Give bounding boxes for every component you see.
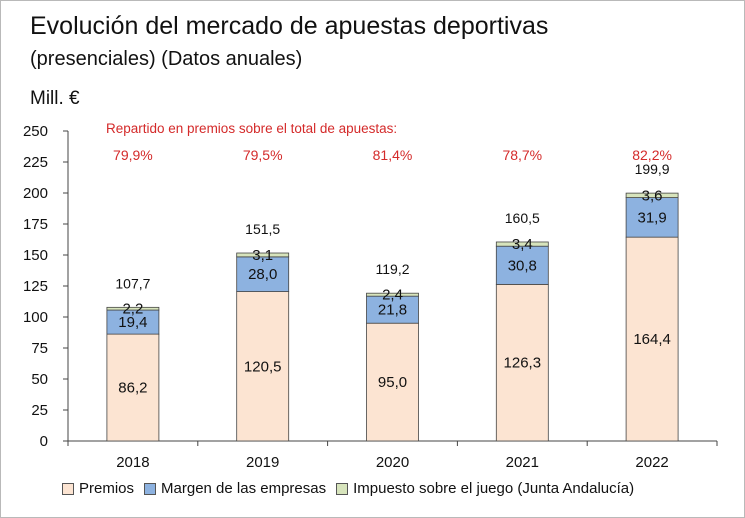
premios-percentage-label: 79,5% xyxy=(243,147,283,163)
bar-segment-premios xyxy=(236,291,290,442)
y-tick-label: 125 xyxy=(23,278,48,295)
chart-subtitle: (presenciales) (Datos anuales) xyxy=(30,48,303,70)
legend-label-impuesto: Impuesto sobre el juego (Junta Andalucía… xyxy=(353,480,635,497)
bar-segment-impuesto xyxy=(106,306,160,311)
segment-value-label: 3,4 xyxy=(512,236,533,253)
y-tick-label: 100 xyxy=(23,309,48,326)
segment-value-label: 95,0 xyxy=(378,374,407,391)
legend-label-premios: Premios xyxy=(79,480,135,497)
bar-segment-premios xyxy=(495,283,549,442)
segment-value-label: 30,8 xyxy=(508,257,537,274)
premios-percentage-label: 78,7% xyxy=(502,147,542,163)
chart-title: Evolución del mercado de apuestas deport… xyxy=(30,12,549,40)
bar-segment-margen xyxy=(495,245,549,285)
legend-swatch-premios xyxy=(62,482,74,495)
bar-segment-margen xyxy=(366,295,419,324)
bar-total-label: 160,5 xyxy=(505,210,540,226)
segment-value-label: 120,5 xyxy=(244,358,282,375)
y-tick-label: 25 xyxy=(31,402,48,419)
legend-item-premios: Premios xyxy=(62,480,134,497)
bar-segment-margen xyxy=(625,197,679,238)
segment-value-label: 126,3 xyxy=(504,355,542,372)
bar-total-label: 199,9 xyxy=(635,161,670,177)
legend-label-margen: Margen de las empresas xyxy=(161,480,327,497)
legend-item-margen: Margen de las empresas xyxy=(144,480,326,497)
segment-value-label: 3,1 xyxy=(252,247,273,264)
segment-value-label: 164,4 xyxy=(633,331,671,348)
y-tick-label: 50 xyxy=(31,371,48,388)
bar-segment-impuesto xyxy=(236,252,290,258)
bar-total-label: 107,7 xyxy=(115,275,150,291)
bar-segment-premios xyxy=(366,322,419,442)
legend-swatch-margen xyxy=(144,482,157,495)
x-tick-label: 2020 xyxy=(376,454,409,471)
segment-value-label: 28,0 xyxy=(248,266,277,283)
legend: Premios Margen de las empresas Impuesto … xyxy=(62,480,644,497)
premios-note: Repartido en premios sobre el total de a… xyxy=(106,121,397,136)
x-tick-label: 2019 xyxy=(246,454,279,471)
bar-segment-impuesto xyxy=(495,241,549,247)
segment-value-label: 19,4 xyxy=(118,314,147,331)
y-tick-label: 150 xyxy=(23,247,48,264)
bar-total-label: 151,5 xyxy=(245,221,280,237)
y-tick-label: 0 xyxy=(40,433,48,450)
bar-segment-premios xyxy=(625,236,679,442)
segment-value-label: 31,9 xyxy=(637,209,666,226)
y-tick-label: 225 xyxy=(23,154,48,171)
legend-item-impuesto: Impuesto sobre el juego (Junta Andalucía… xyxy=(336,480,634,497)
legend-swatch-impuesto xyxy=(336,482,349,495)
unit-label: Mill. € xyxy=(30,88,80,109)
premios-percentage-label: 81,4% xyxy=(373,147,413,163)
y-tick-label: 250 xyxy=(23,123,48,140)
bar-total-label: 119,2 xyxy=(376,261,410,277)
segment-value-label: 2,2 xyxy=(122,301,143,318)
bar-segment-impuesto xyxy=(366,292,419,297)
y-tick-label: 75 xyxy=(31,340,48,357)
x-tick-label: 2022 xyxy=(635,454,668,471)
segment-value-label: 21,8 xyxy=(378,302,407,319)
x-tick-label: 2018 xyxy=(116,454,149,471)
y-tick-label: 175 xyxy=(23,216,48,233)
bar-segment-impuesto xyxy=(625,192,679,198)
premios-percentage-label: 79,9% xyxy=(113,147,153,163)
segment-value-label: 3,6 xyxy=(642,187,663,204)
segment-value-label: 2,4 xyxy=(382,287,403,304)
premios-percentage-label: 82,2% xyxy=(632,147,672,163)
segment-value-label: 86,2 xyxy=(118,380,147,397)
x-tick-label: 2021 xyxy=(506,454,539,471)
y-tick-label: 200 xyxy=(23,185,48,202)
